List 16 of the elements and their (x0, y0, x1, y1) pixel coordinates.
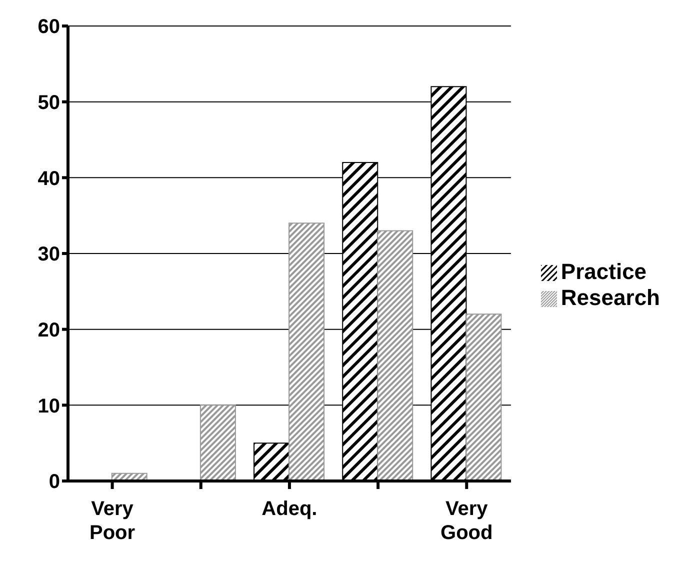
y-tick-label: 30 (38, 244, 60, 266)
y-tick-label: 50 (38, 92, 60, 114)
y-tick-label: 0 (48, 471, 60, 494)
y-tick-label: 60 (38, 16, 60, 38)
bar (288, 222, 325, 481)
x-tick-label: Adeq. (262, 498, 318, 520)
bar (377, 230, 414, 481)
y-tick-label: 10 (38, 395, 60, 418)
x-tick-label: Very Poor (90, 498, 136, 544)
x-tick-label: Very Good (440, 498, 493, 544)
bar (466, 314, 502, 481)
legend-label: Practice (560, 258, 647, 284)
y-tick-label: 40 (38, 168, 60, 190)
bar (200, 404, 236, 481)
y-tick-label: 20 (38, 319, 60, 342)
legend-label: Research (560, 284, 660, 310)
